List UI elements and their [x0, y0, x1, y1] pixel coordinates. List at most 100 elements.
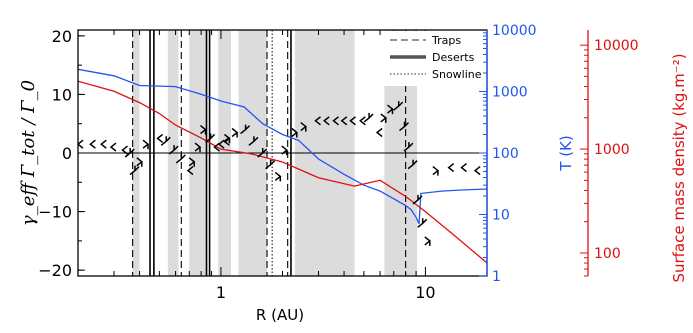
arrow-glyph	[160, 136, 171, 146]
torque-arrow	[200, 125, 207, 135]
torque-arrow	[78, 139, 84, 149]
arrow-glyph	[168, 145, 179, 155]
arrow-glyph	[175, 153, 186, 164]
torque-arrow	[375, 127, 383, 138]
arrow-glyph	[240, 124, 251, 135]
temperature-tick-label: 1	[492, 269, 501, 285]
torque-arrow	[223, 133, 231, 144]
arrow-glyph	[424, 236, 432, 246]
torque-arrow	[407, 159, 418, 170]
arrow-glyph	[231, 127, 239, 138]
arrow-glyph	[136, 157, 144, 167]
torque-arrow	[240, 124, 251, 135]
arrow-glyph	[200, 125, 207, 135]
left-tick-label: 10	[52, 85, 72, 104]
torque-arrow	[168, 145, 179, 155]
arrow-glyph	[142, 139, 150, 150]
arrow-glyph	[412, 194, 423, 205]
torque-arrow	[322, 116, 330, 126]
torque-arrow	[291, 127, 299, 138]
arrow-glyph	[274, 171, 282, 182]
legend: Traps Deserts Snowline	[383, 31, 483, 86]
arrow-glyph	[78, 139, 84, 149]
torque-arrow	[314, 116, 321, 126]
arrow-glyph	[432, 166, 440, 176]
arrow-glyph	[460, 163, 467, 173]
arrow-glyph	[332, 116, 339, 126]
torque-arrow	[142, 139, 150, 150]
y-axis-label-left: γ_eff Γ_tot / Γ_0	[18, 80, 39, 226]
torque-arrow	[205, 133, 216, 143]
torque-arrow	[281, 145, 289, 156]
torque-arrow	[403, 142, 414, 152]
torque-arrow	[340, 116, 348, 126]
torque-arrow	[412, 194, 423, 205]
arrow-glyph	[223, 136, 230, 146]
legend-label-traps: Traps	[431, 34, 461, 47]
left-tick-label: 0	[62, 144, 72, 163]
arrow-glyph	[248, 136, 259, 146]
torque-markers	[78, 101, 487, 246]
arrow-glyph	[217, 139, 225, 149]
torque-arrow	[160, 136, 171, 146]
arrow-glyph	[363, 112, 374, 123]
temperature-tick-label: 10000	[492, 23, 537, 39]
arrow-glyph	[349, 116, 356, 126]
arrow-glyph	[291, 127, 299, 138]
legend-label-snowline: Snowline	[432, 68, 482, 81]
torque-arrow	[124, 148, 135, 158]
torque-arrow	[89, 139, 96, 149]
arrow-glyph	[265, 159, 276, 170]
temperature-tick-label: 10	[492, 208, 510, 224]
density-tick-label: 100	[594, 246, 621, 262]
density-line	[78, 80, 487, 264]
torque-arrow	[265, 159, 276, 170]
arrow-glyph	[188, 157, 196, 167]
torque-arrow	[121, 145, 128, 155]
torque-arrow	[380, 113, 388, 123]
arrow-glyph	[485, 169, 487, 172]
density-tick-label: 1000	[594, 142, 630, 158]
legend-label-deserts: Deserts	[432, 51, 475, 64]
x-tick-label: 10	[415, 283, 435, 302]
temperature-tick-label: 100	[492, 146, 519, 162]
torque-arrow	[399, 121, 410, 132]
temperature-tick-label: 1000	[492, 85, 528, 101]
torque-arrow	[300, 122, 308, 132]
torque-arrow	[274, 171, 282, 182]
arrow-glyph	[473, 166, 481, 176]
density-tick-label: 10000	[594, 38, 639, 54]
torque-arrow	[349, 116, 356, 126]
torque-arrow	[417, 218, 428, 228]
arrow-glyph	[100, 139, 107, 149]
torque-arrow	[485, 169, 487, 172]
torque-arrow	[188, 157, 196, 167]
series	[78, 68, 487, 264]
left-tick-label: −20	[38, 261, 72, 280]
arrow-glyph	[375, 127, 383, 138]
torque-arrow	[109, 142, 117, 152]
torque-arrow	[129, 165, 140, 176]
temperature-axis-label: T (K)	[557, 135, 575, 171]
torque-arrow	[194, 142, 202, 153]
torque-arrow	[432, 166, 440, 176]
torque-arrow	[387, 104, 394, 115]
torque-arrow	[257, 148, 268, 158]
torque-arrow	[223, 136, 230, 146]
arrow-glyph	[281, 145, 289, 156]
arrow-glyph	[417, 218, 428, 228]
arrow-glyph	[300, 122, 308, 132]
x-tick-label: 1	[216, 283, 226, 302]
torque-arrow	[186, 166, 194, 176]
torque-arrow	[363, 112, 374, 123]
temperature-line	[78, 68, 487, 225]
torque-arrow	[447, 163, 455, 173]
arrow-glyph	[129, 165, 140, 176]
arrow-glyph	[403, 142, 414, 152]
torque-arrow	[231, 127, 239, 138]
arrow-glyph	[399, 121, 410, 132]
x-axis-label: R (AU)	[256, 306, 304, 324]
torque-arrow	[359, 116, 366, 126]
arrow-glyph	[223, 133, 231, 144]
